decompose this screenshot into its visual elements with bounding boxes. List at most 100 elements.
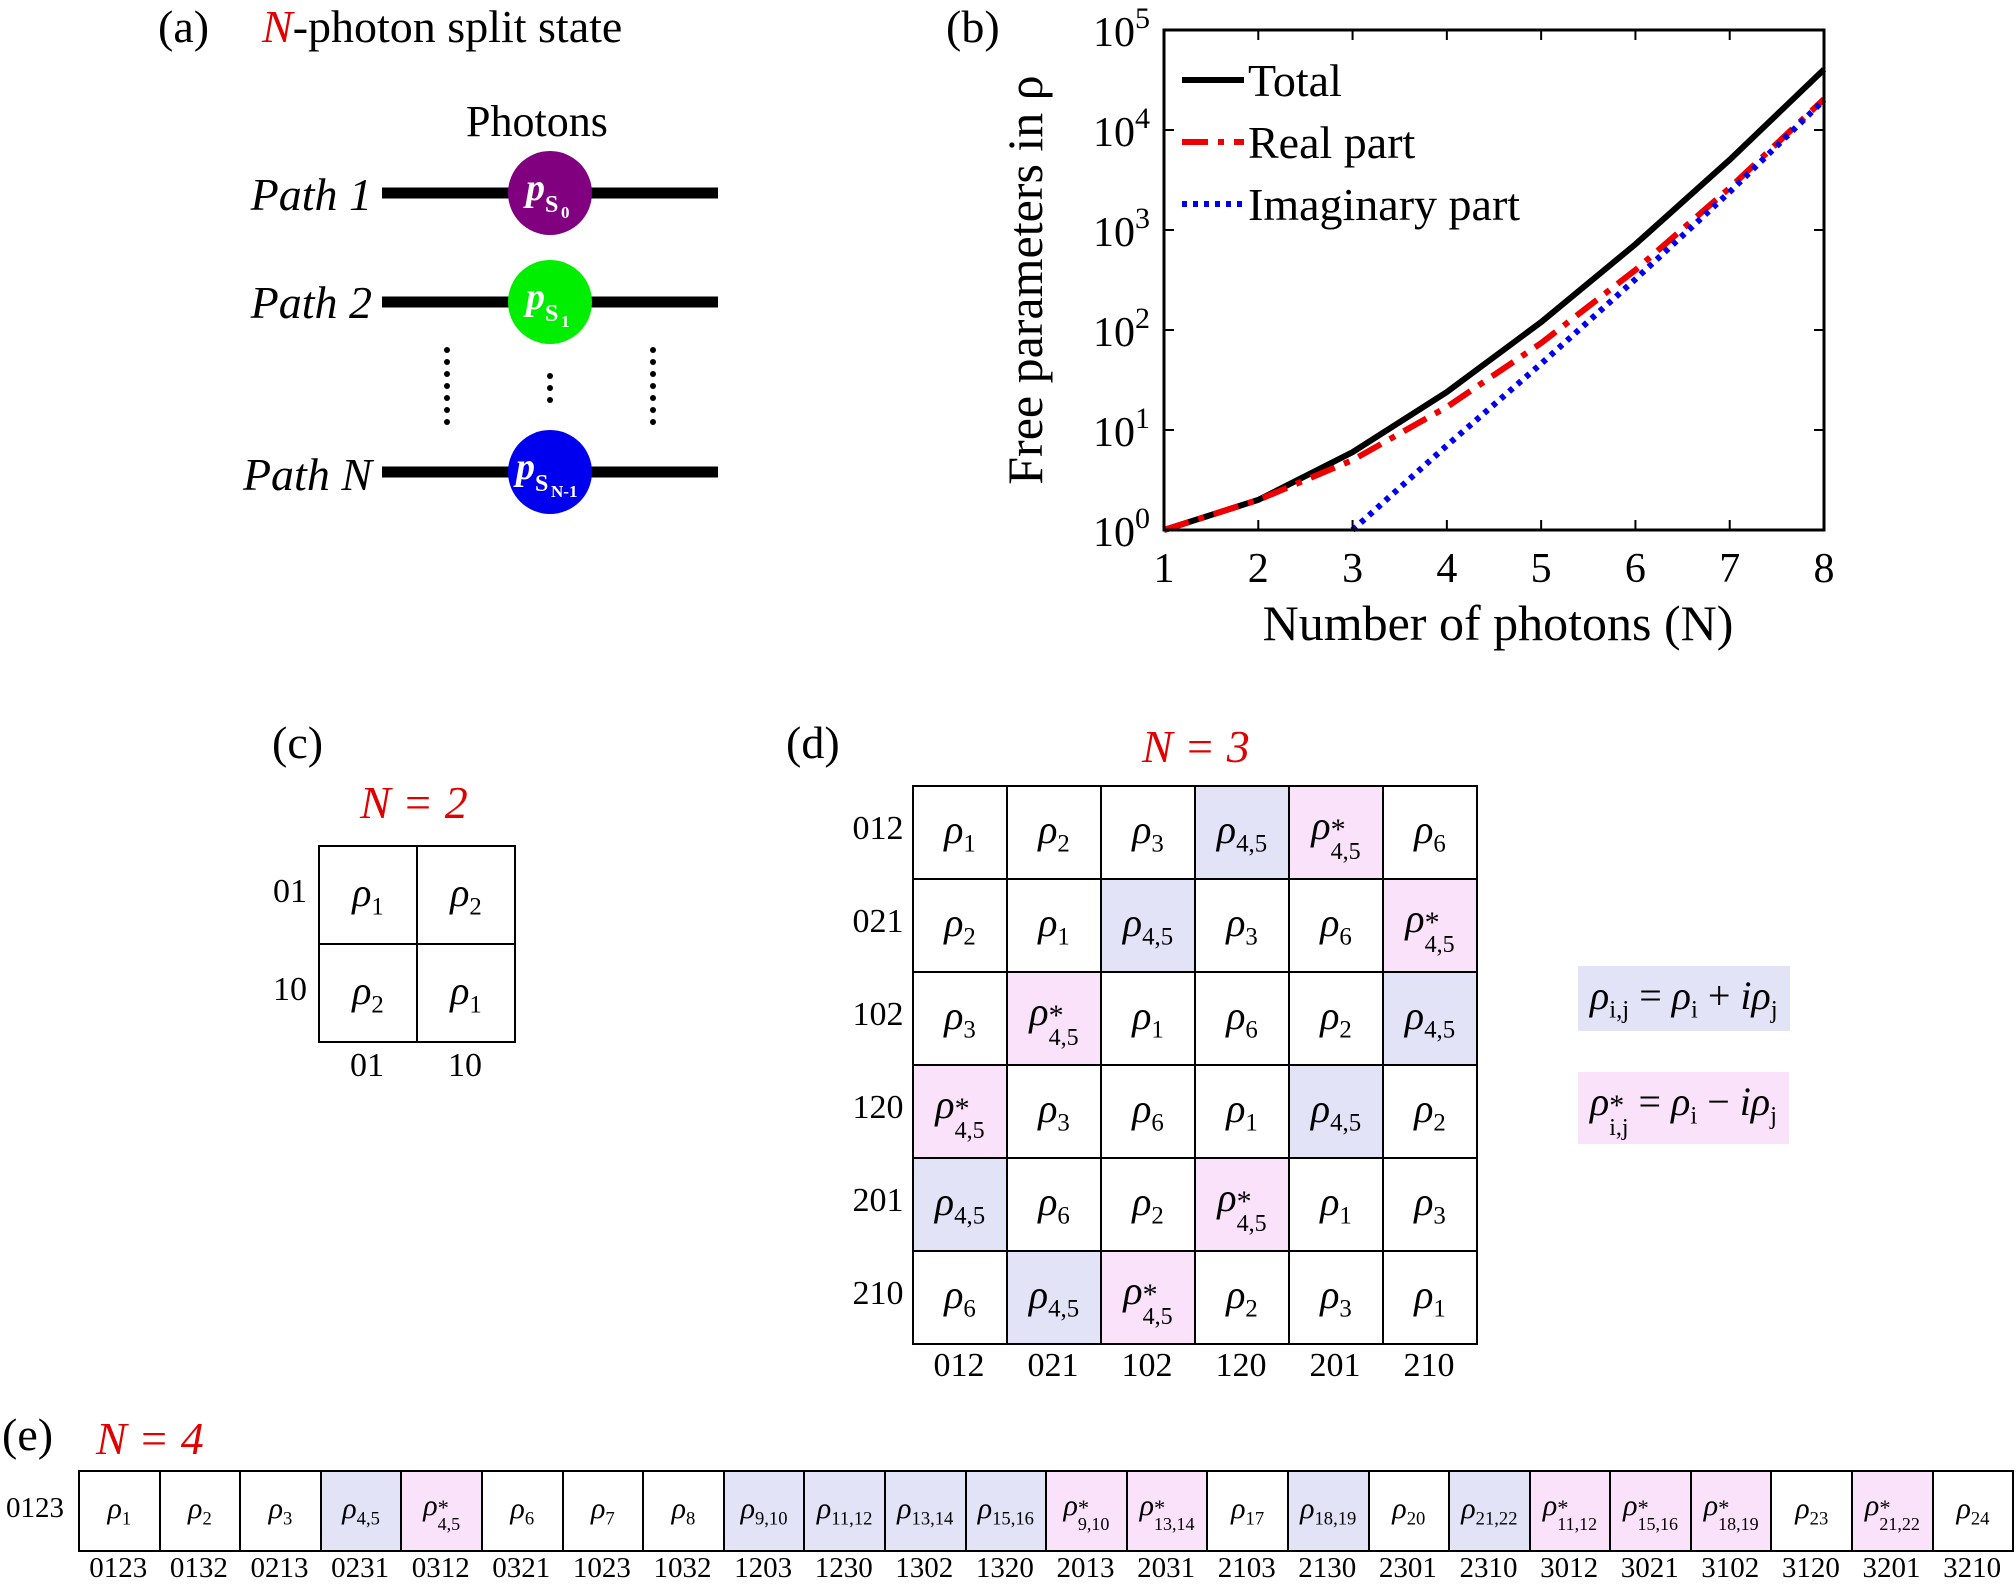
matrix-cell: ρ * 4,5 <box>1100 1250 1196 1345</box>
matrix-row: ρ6 ρ4,5 ρ * 4,5 ρ2 ρ3 ρ1 <box>912 1250 1478 1345</box>
col-label: 0231 <box>331 1552 390 1584</box>
matrix-cell: ρ * 18,19 <box>1689 1470 1773 1552</box>
col-label: 2013 <box>1056 1552 1115 1584</box>
panel-a-title: N-photon split state <box>262 1 623 52</box>
col-label: 0132 <box>169 1552 228 1584</box>
matrix-row: ρ4,5 ρ6 ρ2 ρ * 4,5 ρ1 ρ3 <box>912 1157 1478 1252</box>
matrix-cell: ρ6 <box>1382 785 1478 880</box>
matrix-row: ρ3 ρ * 4,5 ρ1 ρ6 ρ2 ρ4,5 <box>912 971 1478 1066</box>
y-tick-label: 102 <box>1093 302 1150 356</box>
path-n-label: Path N <box>242 449 374 500</box>
matrix-row: ρ1 ρ2 ρ3 ρ4,5 ρ * 4,5 ρ6 ρ7 ρ8 ρ9,10 ρ11,12 ρ13,14 ρ1… <box>78 1470 2015 1552</box>
photon-sub-n: N-1 <box>551 482 577 501</box>
matrix-cell: ρ24 <box>1931 1470 2015 1552</box>
matrix-cell: ρ6 <box>1194 971 1290 1066</box>
y-tick-label: 100 <box>1093 502 1150 556</box>
matrix-cell: ρ * 4,5 <box>1382 878 1478 973</box>
matrix-cell: ρ1 <box>78 1470 161 1552</box>
matrix-cell: ρ * 4,5 <box>1194 1157 1290 1252</box>
row-label: 012 <box>852 810 904 848</box>
matrix-cell: ρ1 <box>1288 1157 1384 1252</box>
formula-complex: ρi,j = ρi + iρj <box>1578 966 1790 1031</box>
series-line-2 <box>1350 97 1827 533</box>
col-label: 2301 <box>1378 1552 1437 1584</box>
photons-label: Photons <box>466 97 608 146</box>
legend-label-1: Real part <box>1248 117 1416 168</box>
matrix-cell: ρ2 <box>1100 1157 1196 1252</box>
row-label: 01 <box>273 872 307 910</box>
x-tick-label: 2 <box>1248 546 1269 592</box>
col-label: 3012 <box>1540 1552 1599 1584</box>
matrix-cell: ρ6 <box>1006 1157 1102 1252</box>
matrix-cell: ρ * 13,14 <box>1125 1470 1209 1552</box>
matrix-cell: ρ4,5 <box>1382 971 1478 1066</box>
x-tick-label: 3 <box>1342 546 1363 592</box>
matrix-cell: ρ1 <box>1100 971 1196 1066</box>
col-label: 3102 <box>1701 1552 1760 1584</box>
matrix-cell: ρ6 <box>1100 1064 1196 1159</box>
matrix-cell: ρ9,10 <box>722 1470 806 1552</box>
matrix-cell: ρ2 <box>1194 1250 1290 1345</box>
matrix-cell: ρ6 <box>912 1250 1008 1345</box>
matrix-cell: ρ1 <box>318 845 418 945</box>
x-tick-label: 8 <box>1814 546 1835 592</box>
col-label: 10 <box>448 1047 482 1084</box>
photon-sub-letter-n: S <box>535 471 548 497</box>
photon-sub-letter-2: S <box>545 301 558 327</box>
row-label: 210 <box>852 1275 904 1313</box>
photon-symbol-n: p <box>513 446 535 488</box>
panel-a-label: (a) <box>158 1 210 52</box>
x-tick-label: 1 <box>1154 546 1175 592</box>
matrix-cell: ρ4,5 <box>1194 785 1290 880</box>
n2-matrix: ρ1 ρ2 ρ2 ρ1 <box>318 845 516 1043</box>
col-label: 012 <box>933 1347 985 1384</box>
matrix-cell: ρ4,5 <box>319 1470 403 1552</box>
col-label: 201 <box>1309 1347 1361 1384</box>
path-diagram: p S 0 p S 1 p S N-1 Path 1 Path 2 Path N <box>242 151 718 514</box>
col-label: 2130 <box>1298 1552 1357 1584</box>
col-label: 3210 <box>1943 1552 2002 1584</box>
x-tick-label: 6 <box>1625 546 1646 592</box>
matrix-cell: ρ18,19 <box>1286 1470 1370 1552</box>
matrix-cell: ρ * 15,16 <box>1609 1470 1692 1552</box>
matrix-cell: ρ2 <box>158 1470 242 1552</box>
matrix-cell: ρ3 <box>1288 1250 1384 1345</box>
matrix-cell: ρ13,14 <box>883 1470 967 1552</box>
matrix-cell: ρ2 <box>318 943 418 1043</box>
matrix-row: ρ2 ρ1 <box>318 943 516 1043</box>
path-2-label: Path 2 <box>250 277 372 328</box>
matrix-cell: ρ21,22 <box>1448 1470 1531 1552</box>
matrix-row: ρ * 4,5 ρ3 ρ6 ρ1 ρ4,5 ρ2 <box>912 1064 1478 1159</box>
row-label: 0123 <box>6 1491 64 1524</box>
row-label: 120 <box>852 1089 904 1127</box>
matrix-cell: ρ3 <box>1194 878 1290 973</box>
matrix-row: ρ1 ρ2 <box>318 845 516 945</box>
y-axis-label: Free parameters in ρ <box>997 75 1053 485</box>
panel-e-label: (e) <box>2 1409 54 1460</box>
panel-b-label: (b) <box>946 1 1000 52</box>
col-label: 2103 <box>1217 1552 1276 1584</box>
col-label: 120 <box>1215 1347 1267 1384</box>
matrix-cell: ρ3 <box>239 1470 322 1552</box>
n3-matrix: ρ1 ρ2 ρ3 ρ4,5 ρ * 4,5 ρ6 ρ2 ρ1 ρ4,5 ρ3 ρ6 ρ * 4,5 ρ3 ρ * 4,… <box>912 785 1478 1345</box>
col-label: 1230 <box>814 1552 873 1584</box>
panel-e-title: N = 4 <box>96 1413 204 1464</box>
path-1-label: Path 1 <box>250 169 372 220</box>
n4-matrix: ρ1 ρ2 ρ3 ρ4,5 ρ * 4,5 ρ6 ρ7 ρ8 ρ9,10 ρ11,12 ρ13,14 ρ1… <box>78 1470 2015 1552</box>
matrix-cell: ρ3 <box>912 971 1008 1066</box>
row-label: 102 <box>852 996 904 1034</box>
ellipsis-dots <box>444 347 656 425</box>
matrix-cell: ρ2 <box>1006 785 1102 880</box>
free-parameters-chart: 1 2 3 4 5 6 7 8 100 101 102 103 104 105 Number of pho… <box>997 2 1835 651</box>
matrix-cell: ρ * 4,5 <box>1288 785 1384 880</box>
photon-sub-2: 1 <box>561 312 570 331</box>
matrix-cell: ρ1 <box>1006 878 1102 973</box>
row-label: 021 <box>852 903 904 941</box>
matrix-cell: ρ8 <box>642 1470 725 1552</box>
col-label: 1320 <box>975 1552 1034 1584</box>
row-label: 201 <box>852 1182 904 1220</box>
photon-circle-n <box>508 430 592 514</box>
photon-symbol-1: p <box>523 167 545 209</box>
col-label: 2031 <box>1137 1552 1196 1584</box>
matrix-cell: ρ17 <box>1206 1470 1289 1552</box>
